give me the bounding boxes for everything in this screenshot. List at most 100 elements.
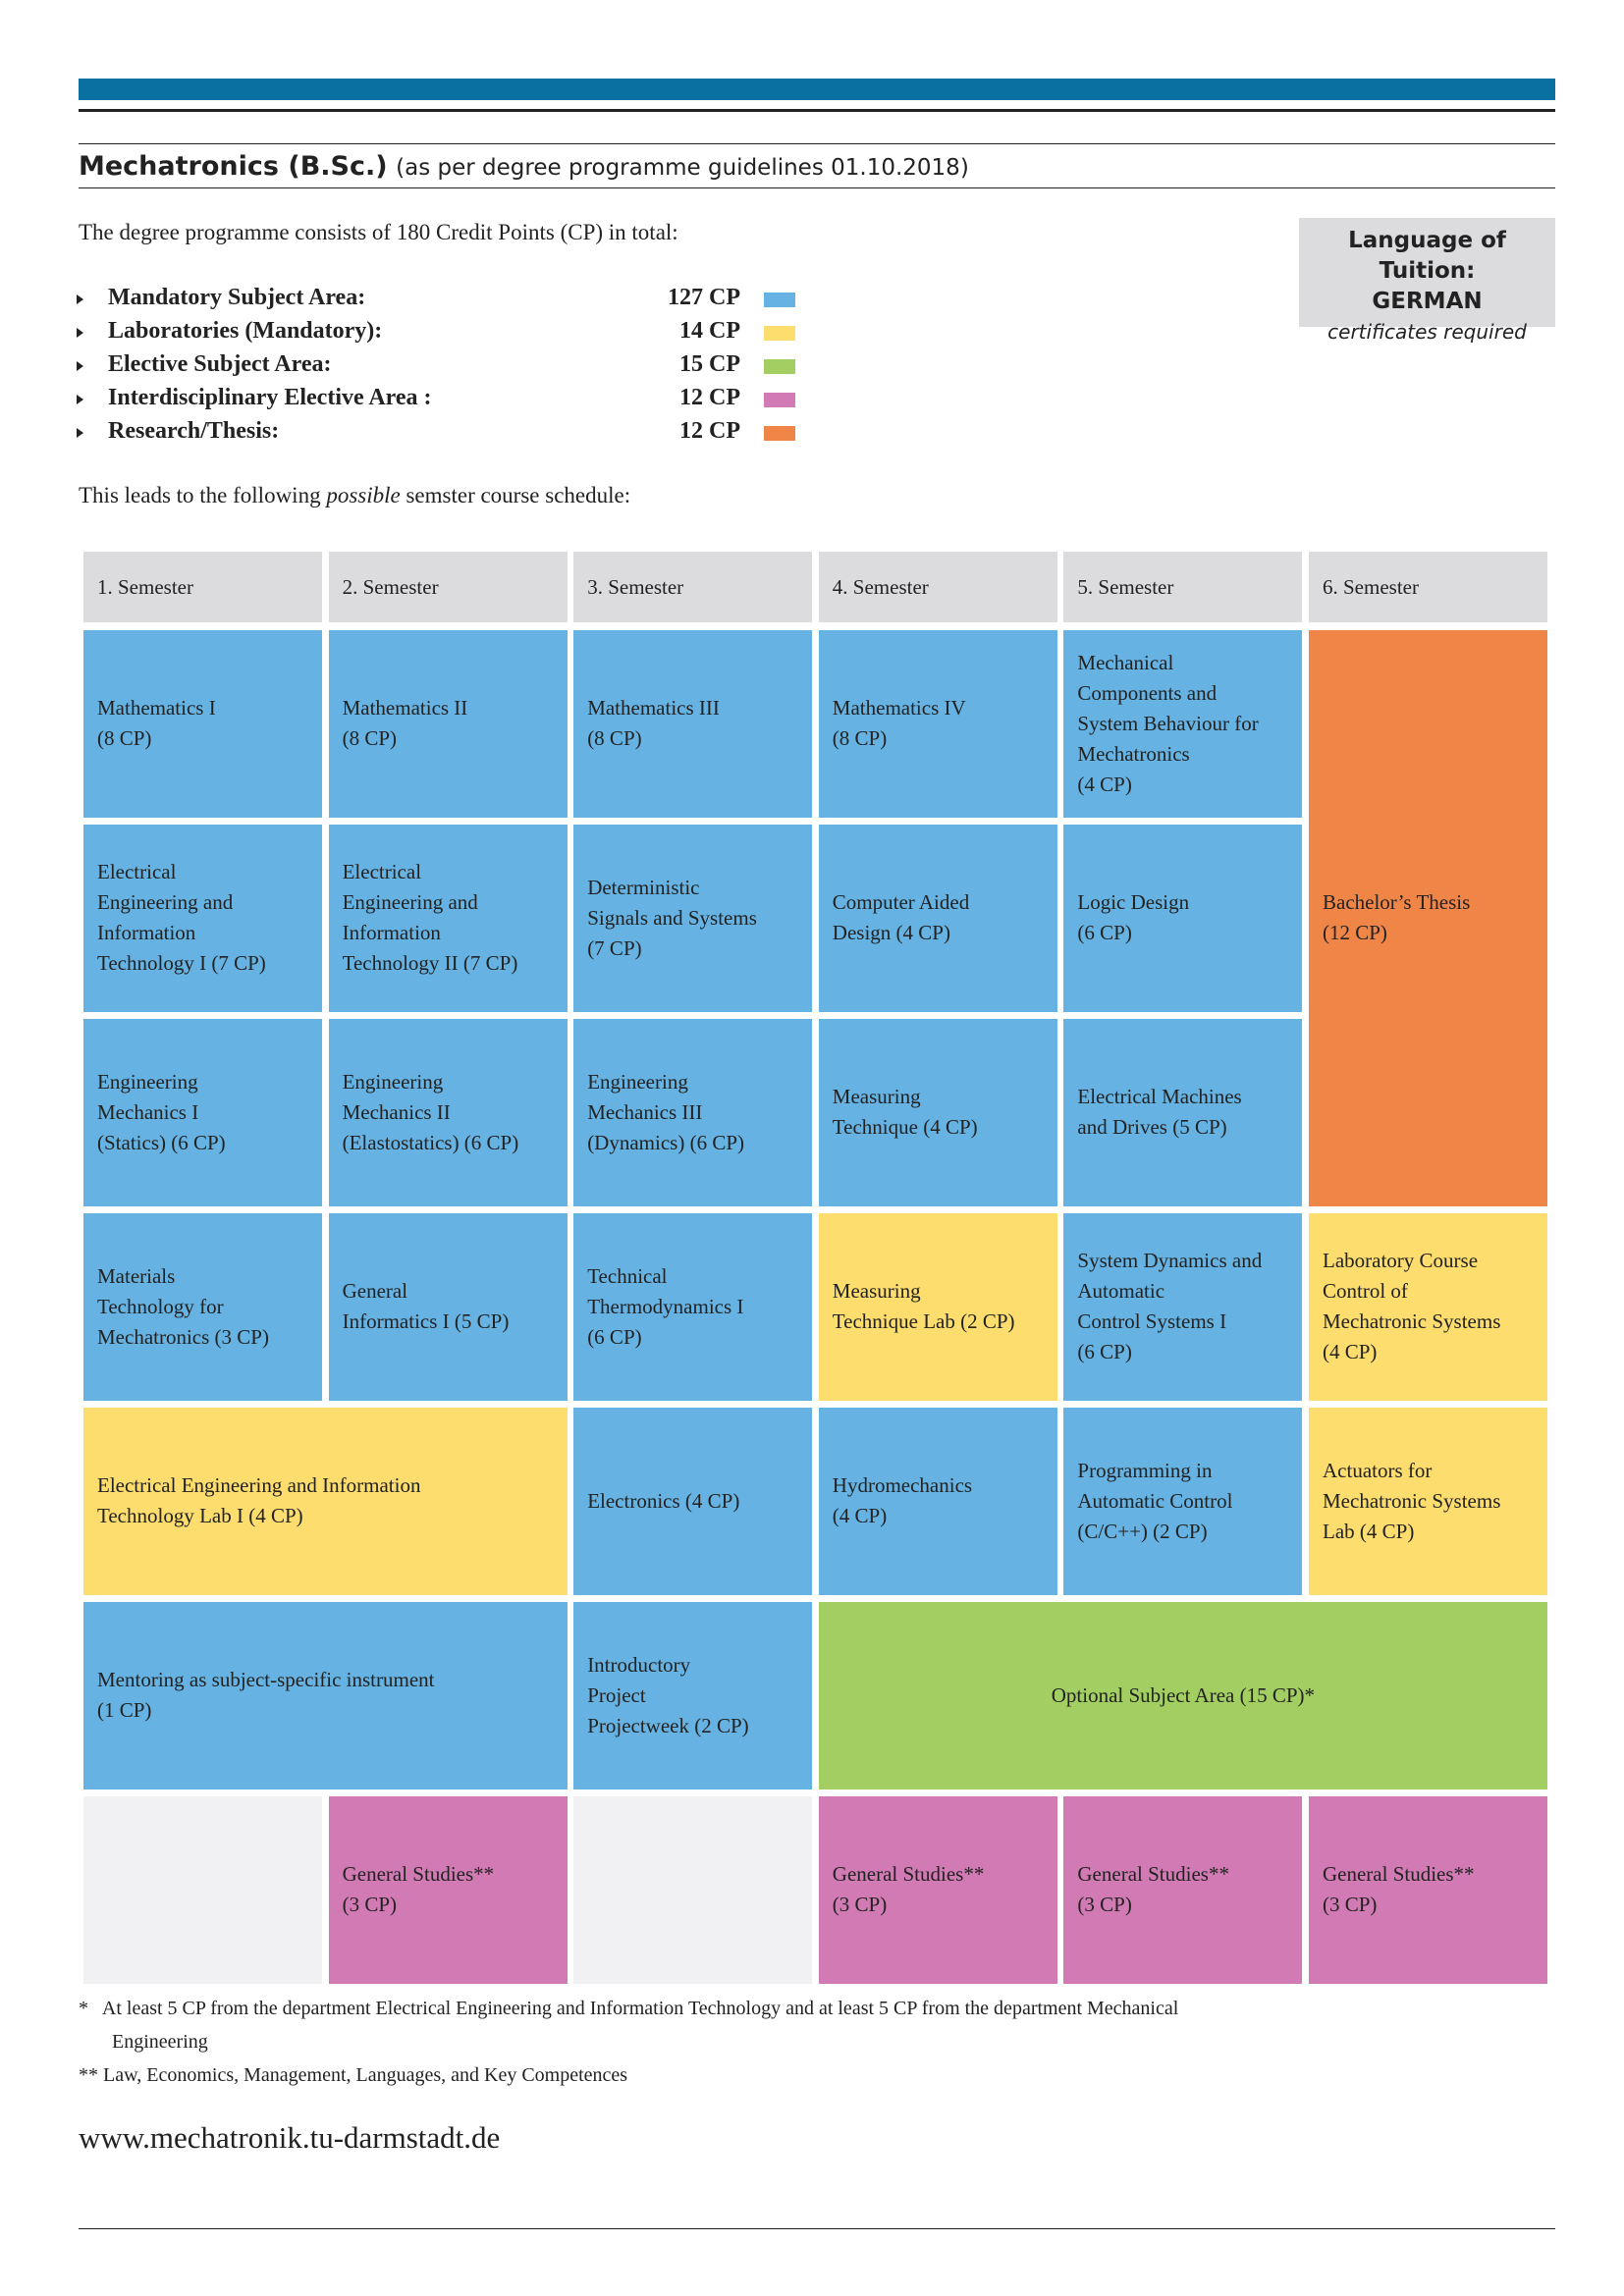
course-cell: Electrical Engineering and Information Te… — [83, 1408, 568, 1595]
course-text: Laboratory Course — [1323, 1249, 1479, 1273]
course-text: Informatics I (5 CP) — [342, 1309, 510, 1334]
course-text: Mechanics III — [587, 1099, 703, 1124]
course-text: Lab (4 CP) — [1323, 1519, 1415, 1543]
header-text: 1. Semester — [97, 574, 193, 599]
course-text: General Studies** — [1077, 1862, 1229, 1887]
course-cell: Optional Subject Area (15 CP)* — [818, 1602, 1547, 1789]
course-text: (3 CP) — [1077, 1893, 1132, 1917]
course-text: (12 CP) — [1323, 921, 1387, 945]
course-text: Engineering — [97, 1069, 198, 1094]
course-cell: System Dynamics and Automatic Control Syst… — [1063, 1213, 1303, 1401]
course-text: Thermodynamics I — [587, 1294, 744, 1318]
course-cell: Laboratory Course Control of Mechatronic S… — [1309, 1213, 1547, 1401]
course-text: (6 CP) — [1077, 921, 1132, 945]
course-text: Project — [587, 1682, 646, 1707]
semester-header: 4. Semester — [818, 552, 1057, 622]
course-text: Technique Lab (2 CP) — [832, 1309, 1015, 1334]
course-text: (C/C++) (2 CP) — [1077, 1519, 1208, 1543]
course-text: Computer Aided — [832, 890, 970, 915]
course-cell: Mathematics II (8 CP) — [328, 630, 568, 818]
course-text: Control Systems I — [1077, 1309, 1227, 1334]
course-text: Technology for — [97, 1294, 224, 1318]
bullet — [77, 294, 83, 304]
header-text: 6. Semester — [1323, 574, 1419, 599]
course-text: Technology II (7 CP) — [342, 951, 518, 976]
area-cp: 15 CP — [679, 351, 740, 377]
language-title: Language of Tuition: — [1348, 228, 1506, 284]
course-text: Design (4 CP) — [832, 921, 950, 945]
course-cell: General Studies** (3 CP) — [1063, 1796, 1303, 1984]
language: GERMAN — [1372, 289, 1483, 314]
area-label: Mandatory Subject Area: — [108, 285, 366, 310]
semester-header: 3. Semester — [573, 552, 813, 622]
course-cell: Engineering Mechanics III (Dynamics) (6 CP… — [573, 1019, 813, 1206]
course-text: Electrical Engineering and Information — [97, 1473, 421, 1498]
semester-header: 1. Semester — [83, 552, 322, 622]
bullet — [77, 395, 83, 404]
area-cp: 12 CP — [679, 385, 740, 410]
rule — [79, 187, 1555, 188]
course-text: General Studies** — [832, 1862, 985, 1887]
area-label: Laboratories (Mandatory): — [108, 318, 383, 344]
language-box: Language of Tuition: GERMAN certificates… — [1299, 218, 1555, 344]
course-cell: General Informatics I (5 CP) — [328, 1213, 568, 1401]
course-text: Automatic — [1077, 1279, 1165, 1304]
course-text: (6 CP) — [587, 1324, 642, 1349]
course-text: Mechatronics (3 CP) — [97, 1324, 269, 1349]
course-text: Mechatronics — [1077, 741, 1190, 766]
course-text: Electrical — [342, 860, 422, 884]
area-cp: 127 CP — [668, 285, 740, 310]
course-text: (1 CP) — [97, 1698, 152, 1723]
course-text: Mathematics III — [587, 696, 720, 721]
course-text: Signals and Systems — [587, 905, 757, 930]
course-text: Engineering and — [342, 890, 478, 915]
footnote: ** Law, Economics, Management, Languages… — [79, 2064, 628, 2086]
course-text: Mathematics II — [342, 696, 468, 721]
area-cp: 12 CP — [679, 418, 740, 444]
area-swatch — [764, 359, 795, 374]
course-text: Mechatronic Systems — [1323, 1488, 1501, 1513]
course-text: Materials — [97, 1263, 176, 1288]
course-text: (4 CP) — [1323, 1340, 1378, 1364]
course-cell: General Studies** (3 CP) — [328, 1796, 568, 1984]
intro: The degree programme consists of 180 Cre… — [79, 220, 678, 244]
subtitle: (as per degree programme guidelines 01.1… — [396, 155, 969, 181]
area-label: Elective Subject Area: — [108, 351, 332, 377]
course-cell: Mentoring as subject-specific instrument… — [83, 1602, 568, 1789]
course-text: Mentoring as subject-specific instrument — [97, 1668, 435, 1692]
course-text: General — [342, 1279, 408, 1304]
rule — [79, 109, 1555, 112]
course-text: and Drives (5 CP) — [1077, 1115, 1227, 1140]
course-text: (8 CP) — [342, 726, 398, 751]
course-text: (3 CP) — [832, 1893, 888, 1917]
course-text: General Studies** — [1323, 1862, 1475, 1887]
course-text: Electrical — [97, 860, 177, 884]
semester-header: 5. Semester — [1063, 552, 1303, 622]
course-text: (4 CP) — [1077, 772, 1132, 796]
course-cell: Mathematics III (8 CP) — [573, 630, 813, 818]
course-text: Hydromechanics — [832, 1473, 973, 1498]
area-swatch — [764, 426, 795, 441]
text: semster course schedule: — [400, 483, 631, 507]
rule — [79, 2228, 1555, 2229]
course-text: (3 CP) — [1323, 1893, 1378, 1917]
area-label: Interdisciplinary Elective Area : — [108, 385, 432, 410]
course-text: Information — [342, 921, 441, 945]
empty-cell — [573, 1796, 813, 1984]
footnote: * At least 5 CP from the department Elec… — [79, 1998, 1179, 2019]
course-text: System Behaviour for — [1077, 711, 1259, 735]
course-text: Projectweek (2 CP) — [587, 1713, 749, 1737]
course-text: Electrical Machines — [1077, 1085, 1242, 1109]
course-cell: Computer Aided Design (4 CP) — [818, 825, 1057, 1012]
course-text: Programming in — [1077, 1458, 1213, 1482]
course-text: Engineering — [587, 1069, 688, 1094]
schedule-intro: This leads to the following possible sem… — [79, 483, 630, 508]
course-cell: Electrical Engineering and Information Tech… — [328, 825, 568, 1012]
course-text: Bachelor’s Thesis — [1323, 890, 1471, 915]
course-text: (4 CP) — [832, 1504, 888, 1528]
course-cell: Measuring Technique (4 CP) — [818, 1019, 1057, 1206]
course-cell: Bachelor’s Thesis (12 CP) — [1309, 630, 1547, 1206]
course-cell: Programming in Automatic Control (C/C++) (… — [1063, 1408, 1303, 1595]
language-note: certificates required — [1327, 320, 1527, 344]
